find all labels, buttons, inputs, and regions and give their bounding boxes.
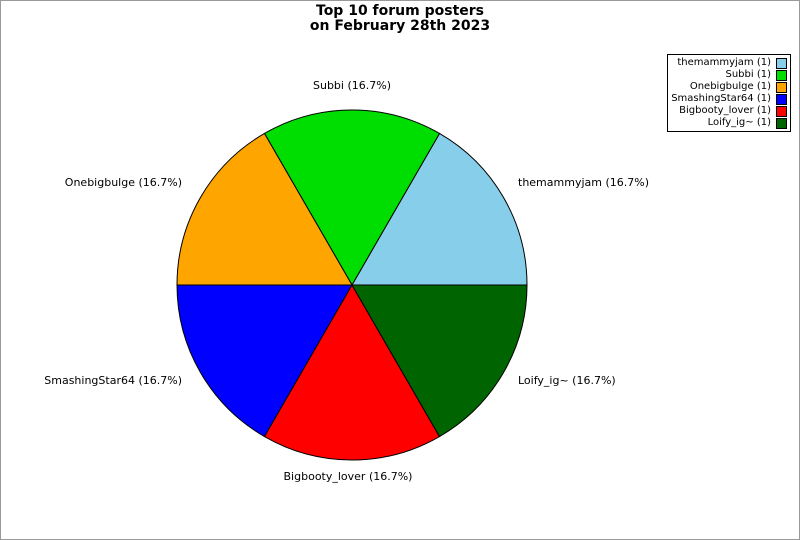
pie-slice-subbi: [263, 109, 441, 286]
pie-slice-loify-ig-: [351, 284, 528, 438]
pie-slice-themammyjam: [351, 132, 528, 286]
legend-row: SmashingStar64 (1): [671, 93, 787, 105]
legend-row: Subbi (1): [671, 69, 787, 81]
legend-swatch: [776, 81, 787, 93]
legend-label: Subbi (1): [725, 69, 771, 80]
slice-label-loify-ig: Loify_ig~ (16.7%): [518, 374, 616, 387]
chart-title-line2: on February 28th 2023: [309, 18, 491, 34]
slice-label-smashingstar64: SmashingStar64 (16.7%): [44, 374, 182, 387]
chart-title: Top 10 forum posters on February 28th 20…: [1, 4, 799, 34]
slice-label-themammyjam: themammyjam (16.7%): [518, 176, 649, 189]
legend-swatch: [776, 69, 787, 81]
legend: themammyjam (1) Subbi (1) Onebigbulge (1…: [667, 54, 791, 132]
slice-label-bigbooty-lover: Bigbooty_lover (16.7%): [283, 470, 413, 483]
legend-swatch: [776, 105, 787, 117]
legend-label: Bigbooty_lover (1): [679, 105, 771, 116]
legend-swatch: [776, 93, 787, 105]
legend-row: Bigbooty_lover (1): [671, 105, 787, 117]
pie-slice-onebigbulge: [176, 132, 353, 286]
legend-label: Onebigbulge (1): [689, 81, 771, 92]
legend-label: SmashingStar64 (1): [671, 93, 771, 104]
legend-swatch: [776, 57, 787, 69]
pie-slice-smashingstar64: [176, 284, 353, 438]
legend-row: themammyjam (1): [671, 57, 787, 69]
pie-slice-bigbooty-lover: [263, 284, 441, 461]
legend-row: Loify_ig~ (1): [671, 117, 787, 129]
slice-label-subbi: Subbi (16.7%): [313, 79, 391, 92]
legend-swatch: [776, 117, 787, 129]
slice-label-onebigbulge: Onebigbulge (16.7%): [64, 176, 182, 189]
chart-title-line1: Top 10 forum posters: [316, 3, 484, 19]
legend-row: Onebigbulge (1): [671, 81, 787, 93]
legend-label: Loify_ig~ (1): [707, 117, 771, 128]
legend-label: themammyjam (1): [677, 57, 771, 68]
